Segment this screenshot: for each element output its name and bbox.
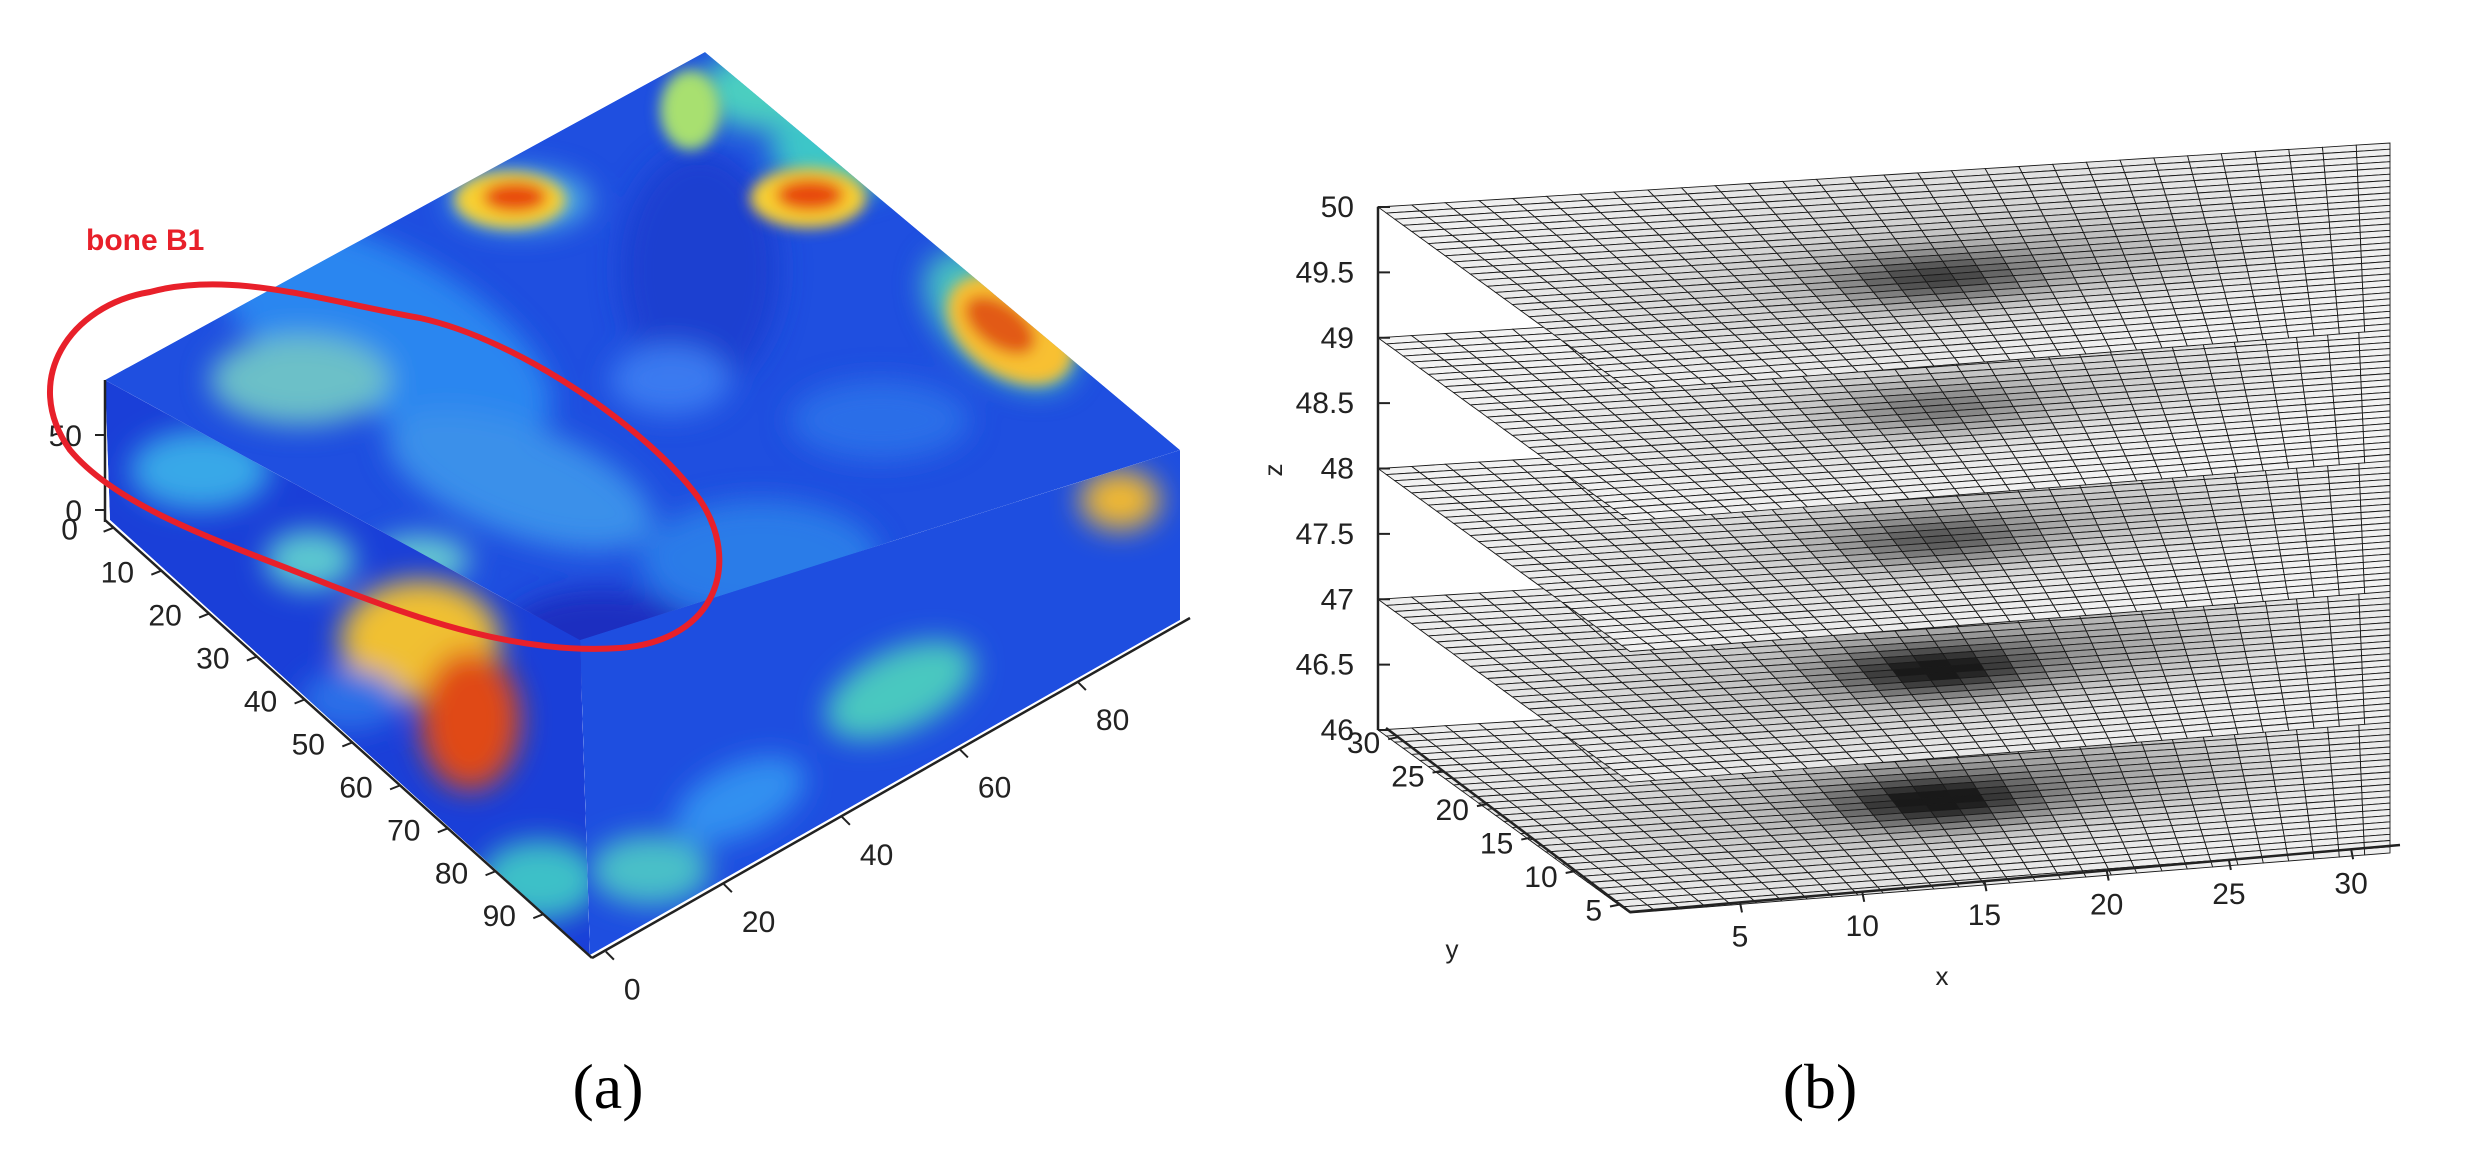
y-tick-mark-a <box>605 950 615 961</box>
y-tick-mark-a <box>959 748 969 759</box>
y-tick-mark-b <box>1432 769 1443 774</box>
x-tick-mark-a <box>103 526 114 533</box>
x-tick-mark-a <box>294 698 305 705</box>
x-tick-mark-b <box>1861 891 1866 902</box>
y-tick-label-b: 5 <box>1585 894 1602 927</box>
x-tick-mark-b <box>2105 870 2110 881</box>
x-tick-label-a: 0 <box>61 514 78 547</box>
x-tick-label-a: 30 <box>196 643 229 676</box>
y-tick-mark-b <box>1388 736 1399 741</box>
y-tick-label-a: 80 <box>1096 704 1129 737</box>
slice-plot-b: 46 46.5 47 47.5 48 48.5 49 49.5 50 5 10 15 20 25 30 5… <box>1258 142 2401 1122</box>
x-tick-label-b: 30 <box>2334 867 2367 900</box>
x-tick-mark-b <box>2350 849 2355 860</box>
y-axis-label: y <box>1446 934 1459 964</box>
z-tick-label-b: 48.5 <box>1296 387 1354 420</box>
y-tick-mark-a <box>723 883 733 893</box>
x-tick-label-a: 20 <box>148 600 181 633</box>
panel-label-a: (a) <box>572 1051 643 1122</box>
z-tick-label-b: 50 <box>1321 191 1354 224</box>
volume-front-face <box>580 450 1180 955</box>
y-tick-label-b: 25 <box>1391 761 1424 794</box>
bone-b1-outline <box>47 281 723 652</box>
z-tick-label-b: 49 <box>1321 322 1354 355</box>
y-ticks-a: 0 20 40 60 80 <box>605 681 1129 1007</box>
x-tick-mark-a <box>150 569 162 576</box>
x-tick-label-b: 25 <box>2212 878 2245 911</box>
x-tick-mark-b <box>2227 859 2232 871</box>
x-tick-label-a: 50 <box>292 728 325 761</box>
y-tick-label-a: 60 <box>978 771 1011 804</box>
x-axis-b <box>1629 843 2401 914</box>
x-tick-label-a: 10 <box>101 557 134 590</box>
z-tick-label-b: 46.5 <box>1296 649 1354 682</box>
x-tick-mark-a <box>341 741 353 748</box>
z-axis-label: z <box>1258 464 1288 477</box>
x-tick-mark-a <box>198 612 210 619</box>
x-tick-mark-a <box>485 870 496 877</box>
slice-planes <box>1376 142 2391 914</box>
y-tick-label-b: 20 <box>1436 794 1469 827</box>
annotation-bone-b1: bone B1 <box>86 224 204 257</box>
x-tick-label-a: 70 <box>387 814 420 847</box>
x-tick-mark-b <box>1739 902 1743 913</box>
x-tick-label-b: 20 <box>2090 889 2123 922</box>
x-axis-label: x <box>1936 961 1949 991</box>
y-tick-mark-b <box>1521 836 1532 841</box>
y-tick-label-b: 30 <box>1347 727 1380 760</box>
x-ticks-a: 0 10 20 30 40 50 60 70 80 90 <box>61 514 544 933</box>
z-tick-label-b: 48 <box>1321 453 1354 486</box>
volume-left-face <box>105 380 590 955</box>
x-tick-label-a: 60 <box>339 771 372 804</box>
x-tick-label-a: 40 <box>244 685 277 718</box>
panel-label-b: (b) <box>1783 1051 1858 1122</box>
z-tick-label-b: 47.5 <box>1296 518 1354 551</box>
y-tick-label-b: 15 <box>1480 828 1513 861</box>
volume-axes <box>103 380 1191 960</box>
x-tick-mark-a <box>246 655 258 662</box>
y-tick-mark-b <box>1609 903 1621 908</box>
y-tick-mark-a <box>1077 681 1087 691</box>
x-tick-mark-b <box>1983 880 1988 892</box>
z-tick-label-a: 0 <box>65 495 82 528</box>
z-tick-label-b: 46 <box>1321 714 1354 747</box>
slice-plane <box>1376 142 2391 391</box>
x-tick-label-b: 5 <box>1732 920 1749 953</box>
x-tick-mark-a <box>437 827 449 834</box>
y-tick-mark-a <box>841 816 851 826</box>
x-tick-label-b: 15 <box>1968 899 2001 932</box>
y-tick-label-a: 20 <box>742 906 775 939</box>
z-ticks-b: 46 46.5 47 47.5 48 48.5 49 49.5 50 <box>1296 191 1390 747</box>
y-axis-b <box>1385 727 1631 913</box>
x-tick-mark-a <box>389 784 401 791</box>
y-tick-label-a: 0 <box>624 974 641 1007</box>
z-tick-label-b: 47 <box>1321 583 1354 616</box>
y-tick-mark-b <box>1565 870 1576 874</box>
y-tick-label-a: 40 <box>860 839 893 872</box>
y-ticks-b: 5 10 15 20 25 30 <box>1347 727 1621 927</box>
z-tick-label-b: 49.5 <box>1296 256 1354 289</box>
y-tick-label-b: 10 <box>1524 861 1557 894</box>
y-tick-mark-b <box>1476 803 1488 808</box>
x-tick-label-b: 10 <box>1846 910 1879 943</box>
volume-plot-a: 0 10 20 30 40 50 60 70 80 90 0 20 40 60 80 0 50 bone B… <box>47 52 1191 1122</box>
x-tick-label-a: 80 <box>435 857 468 890</box>
x-ticks-b: 5 10 15 20 25 30 <box>1732 849 2368 953</box>
x-tick-label-a: 90 <box>483 900 516 933</box>
x-tick-mark-a <box>532 913 544 920</box>
